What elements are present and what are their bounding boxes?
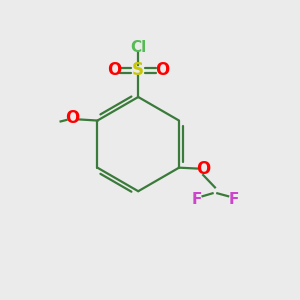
Text: O: O bbox=[155, 61, 169, 80]
Text: F: F bbox=[229, 192, 239, 207]
Text: S: S bbox=[132, 61, 144, 80]
Text: F: F bbox=[191, 192, 202, 207]
Text: O: O bbox=[65, 109, 80, 127]
Text: O: O bbox=[196, 160, 210, 178]
Text: Cl: Cl bbox=[130, 40, 146, 55]
Text: O: O bbox=[107, 61, 121, 80]
